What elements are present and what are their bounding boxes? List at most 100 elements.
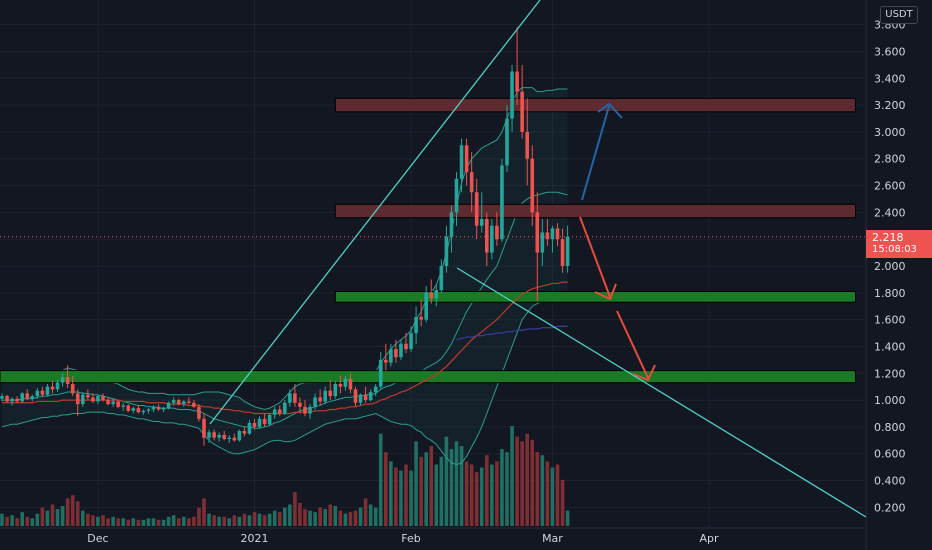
candle-body <box>479 219 484 226</box>
volume-bar <box>121 518 125 526</box>
volume-bar <box>500 449 504 526</box>
volume-bar <box>272 510 277 526</box>
volume-bar <box>308 510 312 526</box>
candle-body <box>207 432 211 438</box>
currency-badge[interactable]: USDT <box>880 6 918 24</box>
y-tick-label: 3.000 <box>874 126 906 139</box>
volume-bar <box>40 507 45 526</box>
volume-bar <box>449 449 454 526</box>
candle-body <box>434 290 439 299</box>
arrow-down-red-2-head <box>632 364 656 382</box>
volume-bar <box>298 502 302 526</box>
volume-bar <box>485 455 489 526</box>
volume-bar <box>171 515 176 526</box>
candle-body <box>20 393 24 402</box>
candle-body <box>121 405 125 407</box>
volume-bar <box>237 516 242 526</box>
volume-bar <box>75 501 80 526</box>
volume-bar <box>358 507 363 526</box>
candle-body <box>363 394 368 401</box>
candle-body <box>40 390 45 395</box>
zone-resistance-high <box>334 97 856 113</box>
candle-body <box>419 316 423 320</box>
candle-body <box>131 408 136 411</box>
candle-body <box>0 396 4 399</box>
candle-body <box>45 386 50 395</box>
y-axis[interactable]: 0.200 0.400 0.600 0.800 1.000 1.200 1.400 1.600… <box>874 19 906 515</box>
candle-body <box>384 359 388 363</box>
candle-body <box>424 292 428 320</box>
candle-body <box>101 396 105 401</box>
x-tick-label: Apr <box>699 532 719 545</box>
volume-bar <box>131 518 136 526</box>
volume-bar <box>55 509 60 526</box>
volume-bar <box>257 513 262 526</box>
bollinger-lower <box>1 292 568 465</box>
y-tick-label: 2.400 <box>874 206 906 219</box>
candle-body <box>116 401 120 407</box>
volume-bar <box>313 512 317 526</box>
trendline-ascending <box>209 0 541 425</box>
x-tick-label: Feb <box>401 532 420 545</box>
volume-bar <box>535 452 540 526</box>
candle-body <box>60 377 65 383</box>
candle-body <box>192 402 196 407</box>
volume-bar <box>161 519 166 526</box>
candle-body <box>520 91 524 132</box>
volume-bar <box>10 515 14 526</box>
zone-resistance-mid <box>334 203 856 219</box>
y-tick-label: 2.800 <box>874 153 906 166</box>
volume-bar <box>15 518 19 526</box>
volume-bar <box>555 464 560 526</box>
candle-body <box>378 359 383 387</box>
volume-bar <box>303 509 307 526</box>
candle-body <box>161 408 166 410</box>
volume-bar <box>293 492 297 526</box>
x-tick-label: Dec <box>87 532 108 545</box>
volume-bar <box>267 513 272 526</box>
volume-bar <box>510 426 514 526</box>
candle-body <box>25 393 30 399</box>
candle-body <box>308 406 312 414</box>
candle-body <box>373 386 378 393</box>
candle-body <box>15 398 19 402</box>
candle-body <box>313 397 317 407</box>
candle-body <box>30 396 35 399</box>
volume-bar <box>288 504 292 526</box>
y-tick-label: 3.400 <box>874 72 906 85</box>
volume-bar <box>70 495 75 526</box>
y-tick-label: 1.600 <box>874 314 906 327</box>
x-axis[interactable]: Dec 2021 Feb Mar Apr <box>87 532 719 545</box>
volume-bar <box>515 436 519 526</box>
volume-bar <box>323 509 327 526</box>
candle-body <box>237 430 242 441</box>
volume-bar <box>348 512 353 526</box>
y-tick-label: 1.400 <box>874 340 906 353</box>
volume-bar <box>0 513 4 526</box>
candles <box>0 27 570 446</box>
volume-bar <box>283 507 287 526</box>
candle-body <box>530 158 535 213</box>
volume-bar <box>550 467 555 526</box>
volume-bar <box>65 498 70 526</box>
volume-bar <box>384 452 388 526</box>
volume-bar <box>495 461 499 526</box>
volume-bar <box>45 510 50 526</box>
y-tick-label: 3.200 <box>874 99 906 112</box>
volume-bar <box>363 498 368 526</box>
x-tick-label: Mar <box>542 532 563 545</box>
candle-body <box>293 393 297 403</box>
volume-bar <box>490 464 494 526</box>
candle-body <box>535 212 540 253</box>
volume-bar <box>419 456 423 526</box>
current-price-badge: 2.218 15:08:03 <box>866 230 932 258</box>
candle-body <box>303 406 307 414</box>
candle-body <box>227 437 232 439</box>
candle-body <box>197 406 201 419</box>
volume-bar <box>262 515 267 526</box>
candle-body <box>96 396 100 402</box>
candle-body <box>353 389 358 403</box>
volume-bar <box>565 510 570 526</box>
candle-body <box>515 71 519 92</box>
